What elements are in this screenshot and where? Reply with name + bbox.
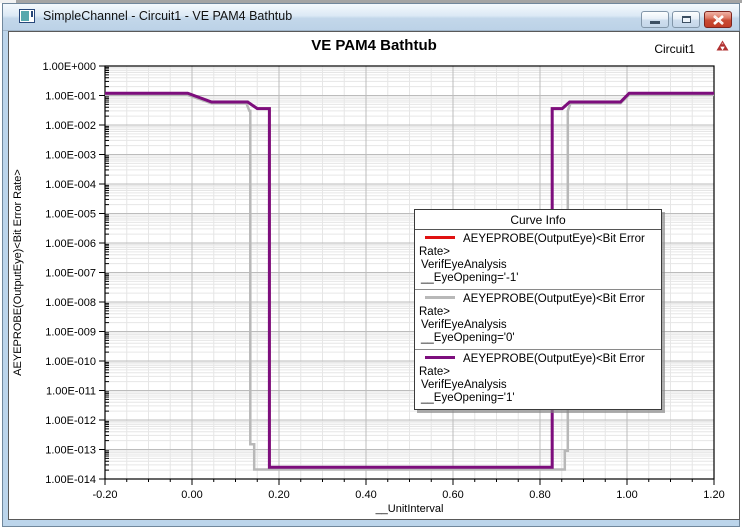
parent-app-edge: [0, 0, 742, 3]
legend-entry-analysis: VerifEyeAnalysis: [421, 379, 507, 391]
svg-text:0.00: 0.00: [181, 489, 202, 501]
svg-text:1.00E-004: 1.00E-004: [45, 179, 96, 191]
legend-entry: AEYEPROBE(OutputEye)<Bit Error Rate> Veri…: [415, 230, 661, 289]
svg-text:1.00E-002: 1.00E-002: [45, 120, 96, 132]
chart-title: VE PAM4 Bathtub: [311, 37, 437, 54]
legend-entry-variation: __EyeOpening='-1': [421, 272, 519, 284]
svg-text:0.80: 0.80: [529, 489, 550, 501]
svg-text:1.00E-001: 1.00E-001: [45, 91, 96, 103]
legend-entry-analysis: VerifEyeAnalysis: [421, 259, 507, 271]
curve-swatch: [425, 236, 455, 240]
curve-swatch: [425, 356, 455, 360]
report-window: SimpleChannel - Circuit1 - VE PAM4 Batht…: [2, 3, 740, 527]
legend-entry: AEYEPROBE(OutputEye)<Bit Error Rate> Veri…: [415, 349, 661, 409]
curve-info-legend[interactable]: Curve Info AEYEPROBE(OutputEye)<Bit Erro…: [414, 209, 662, 410]
report-window-icon: [19, 9, 35, 23]
legend-entry-variation: __EyeOpening='0': [421, 332, 515, 344]
legend-entry-expression: AEYEPROBE(OutputEye)<Bit Error Rate>: [419, 353, 645, 378]
svg-text:0.20: 0.20: [268, 489, 289, 501]
window-titlebar[interactable]: SimpleChannel - Circuit1 - VE PAM4 Batht…: [3, 4, 739, 31]
svg-text:1.00E-009: 1.00E-009: [45, 327, 96, 339]
curve-swatch: [425, 296, 455, 300]
svg-text:1.00E-012: 1.00E-012: [45, 415, 96, 427]
svg-text:1.00E-010: 1.00E-010: [45, 356, 96, 368]
window-title: SimpleChannel - Circuit1 - VE PAM4 Batht…: [43, 9, 293, 23]
report-content-area: VE PAM4 Bathtub Circuit1 -0.20 0.00 0.20 0.…: [8, 31, 740, 520]
window-close-button[interactable]: [704, 11, 732, 28]
legend-entry-analysis: VerifEyeAnalysis: [421, 319, 507, 331]
legend-entry-expression: AEYEPROBE(OutputEye)<Bit Error Rate>: [419, 293, 645, 318]
minimize-icon: [650, 21, 660, 24]
svg-text:1.00E-007: 1.00E-007: [45, 268, 96, 280]
window-minimize-button[interactable]: [641, 11, 669, 28]
svg-text:1.00E-005: 1.00E-005: [45, 209, 96, 221]
svg-text:0.40: 0.40: [355, 489, 376, 501]
legend-entry-expression: AEYEPROBE(OutputEye)<Bit Error Rate>: [419, 233, 645, 258]
svg-text:__UnitInterval: __UnitInterval: [375, 503, 444, 515]
svg-text:1.00E-003: 1.00E-003: [45, 150, 96, 162]
svg-text:1.00E-011: 1.00E-011: [46, 386, 96, 398]
ansys-delta-icon: [716, 40, 729, 51]
svg-text:0.60: 0.60: [442, 489, 463, 501]
svg-text:1.00: 1.00: [616, 489, 637, 501]
svg-text:1.00E-014: 1.00E-014: [45, 474, 96, 486]
svg-text:1.00E-008: 1.00E-008: [45, 297, 96, 309]
close-icon: [713, 15, 724, 25]
legend-title: Curve Info: [415, 210, 661, 230]
design-context-label: Circuit1: [654, 42, 695, 56]
svg-text:1.20: 1.20: [703, 489, 724, 501]
svg-text:1.00E-013: 1.00E-013: [45, 445, 96, 457]
restore-icon: [682, 16, 691, 23]
svg-text:1.00E+000: 1.00E+000: [42, 61, 96, 73]
window-restore-button[interactable]: [672, 11, 700, 28]
svg-text:AEYEPROBE(OutputEye)<Bit Error: AEYEPROBE(OutputEye)<Bit Error Rate>: [12, 169, 24, 376]
legend-entry: AEYEPROBE(OutputEye)<Bit Error Rate> Veri…: [415, 289, 661, 349]
legend-entry-variation: __EyeOpening='1': [421, 392, 515, 404]
svg-text:1.00E-006: 1.00E-006: [45, 238, 96, 250]
svg-text:-0.20: -0.20: [92, 489, 117, 501]
